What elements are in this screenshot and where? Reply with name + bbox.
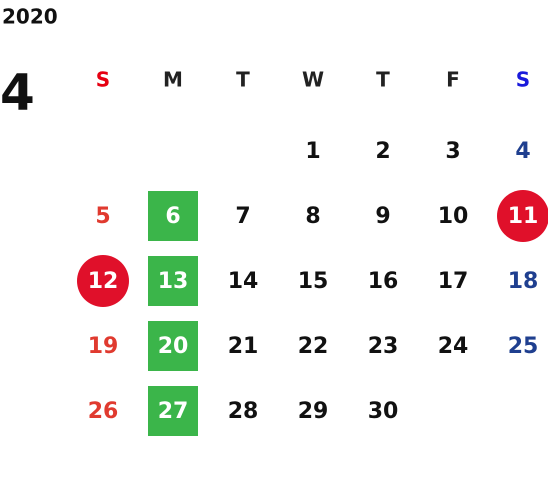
weekday-header: F — [446, 68, 460, 92]
day: 18 — [508, 269, 539, 294]
day: 5 — [95, 204, 110, 229]
weekday-header: S — [516, 68, 530, 92]
holiday-circle — [77, 255, 129, 307]
day: 13 — [158, 269, 189, 294]
day: 10 — [438, 204, 469, 229]
day: 30 — [368, 399, 399, 424]
day: 2 — [375, 139, 390, 164]
day: 4 — [515, 139, 530, 164]
holiday-box — [148, 256, 198, 306]
holiday-circle — [497, 190, 548, 242]
day: 7 — [235, 204, 250, 229]
day: 8 — [305, 204, 320, 229]
day: 11 — [508, 204, 539, 229]
weekday-header: S — [96, 68, 110, 92]
holiday-box — [148, 386, 198, 436]
day: 26 — [88, 399, 119, 424]
weekday-header: M — [163, 68, 183, 92]
day: 21 — [228, 334, 259, 359]
weekday-header: W — [302, 68, 324, 92]
day: 12 — [88, 269, 119, 294]
day: 22 — [298, 334, 329, 359]
day: 1 — [305, 139, 320, 164]
day: 29 — [298, 399, 329, 424]
day: 17 — [438, 269, 469, 294]
day: 6 — [165, 204, 180, 229]
day: 15 — [298, 269, 329, 294]
day: 16 — [368, 269, 399, 294]
day: 14 — [228, 269, 259, 294]
day: 3 — [445, 139, 460, 164]
day: 20 — [158, 334, 189, 359]
year: 2020 — [2, 5, 58, 29]
weekday-header: T — [376, 68, 390, 92]
month: 4 — [0, 64, 35, 122]
day: 24 — [438, 334, 469, 359]
day: 28 — [228, 399, 259, 424]
day: 9 — [375, 204, 390, 229]
day: 23 — [368, 334, 399, 359]
holiday-box — [148, 191, 198, 241]
day: 25 — [508, 334, 539, 359]
holiday-box — [148, 321, 198, 371]
weekday-header: T — [236, 68, 250, 92]
day: 19 — [88, 334, 119, 359]
day: 27 — [158, 399, 189, 424]
